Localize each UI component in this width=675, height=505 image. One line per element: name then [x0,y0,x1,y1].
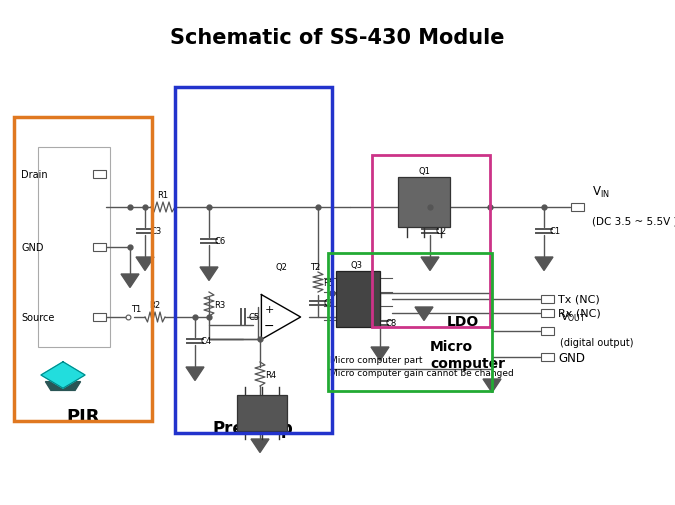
Polygon shape [136,258,154,271]
Text: PIR: PIR [66,407,100,425]
Text: C8: C8 [323,299,334,308]
Text: VSS: VSS [338,318,348,323]
Text: Micro computer part: Micro computer part [330,356,423,364]
Polygon shape [483,379,501,393]
Polygon shape [251,439,269,452]
Text: C1: C1 [549,227,560,236]
Polygon shape [45,382,80,391]
FancyBboxPatch shape [541,295,554,304]
Text: GP2: GP2 [369,304,378,309]
Text: $\mathregular{V_{IN}}$: $\mathregular{V_{IN}}$ [592,184,610,199]
Text: GP0: GP0 [338,304,348,309]
Text: TX: TX [372,276,378,281]
Text: Micro computer gain cannot be changed: Micro computer gain cannot be changed [330,368,514,377]
Text: R2: R2 [149,300,161,310]
Text: RX: RX [371,290,378,295]
Bar [398,178,450,228]
FancyBboxPatch shape [93,171,106,179]
Bar [175,88,332,433]
Text: Pre-Amp: Pre-Amp [213,419,294,437]
Text: C4: C4 [200,337,211,346]
FancyBboxPatch shape [541,354,554,361]
Text: Source: Source [21,313,55,322]
Text: R4: R4 [265,370,276,379]
Polygon shape [415,308,433,321]
Text: T2: T2 [310,263,320,272]
Text: +: + [265,305,273,315]
Text: (DC 3.5 ~ 5.5V ): (DC 3.5 ~ 5.5V ) [592,216,675,226]
Text: VCC: VCC [338,276,348,281]
Bar [336,272,380,327]
Polygon shape [186,367,204,381]
FancyBboxPatch shape [93,314,106,321]
FancyBboxPatch shape [571,204,584,212]
Polygon shape [421,258,439,271]
Text: C8: C8 [385,319,396,328]
Text: Q1: Q1 [418,167,430,176]
Text: C5: C5 [248,313,259,322]
Text: R3: R3 [214,300,225,309]
Bar [38,147,110,347]
FancyBboxPatch shape [541,327,554,335]
Text: T1: T1 [131,305,141,314]
Polygon shape [371,347,389,361]
Polygon shape [121,274,139,288]
Text: GND: GND [21,242,43,252]
Text: GND: GND [367,318,378,323]
Text: Tx (NC): Tx (NC) [558,294,600,305]
FancyBboxPatch shape [541,310,554,317]
Text: GND: GND [558,351,585,364]
Bar [14,118,152,421]
Text: Schematic of SS-430 Module: Schematic of SS-430 Module [170,28,505,48]
Text: $\mathregular{V_{OUT}}$: $\mathregular{V_{OUT}}$ [560,310,586,323]
Text: −: − [264,319,274,332]
Text: Rx (NC): Rx (NC) [558,309,601,318]
Bar [237,395,287,431]
Text: LDO: LDO [447,315,479,328]
Text: R1: R1 [157,190,169,199]
Text: R5: R5 [323,278,334,287]
Text: Q2: Q2 [275,263,287,272]
Polygon shape [200,268,218,281]
Polygon shape [41,362,85,388]
Text: (digital output): (digital output) [560,337,634,347]
Bar [372,156,490,327]
Bar [328,254,492,391]
Text: C3: C3 [150,227,161,236]
Text: C6: C6 [214,237,225,246]
Text: GP1: GP1 [338,290,348,295]
Polygon shape [535,258,553,271]
Text: Q3: Q3 [350,261,362,270]
Text: Drain: Drain [21,170,48,180]
FancyBboxPatch shape [93,243,106,251]
Text: C7: C7 [265,409,276,418]
Text: C2: C2 [435,227,446,236]
Text: Micro
computer: Micro computer [430,339,505,371]
